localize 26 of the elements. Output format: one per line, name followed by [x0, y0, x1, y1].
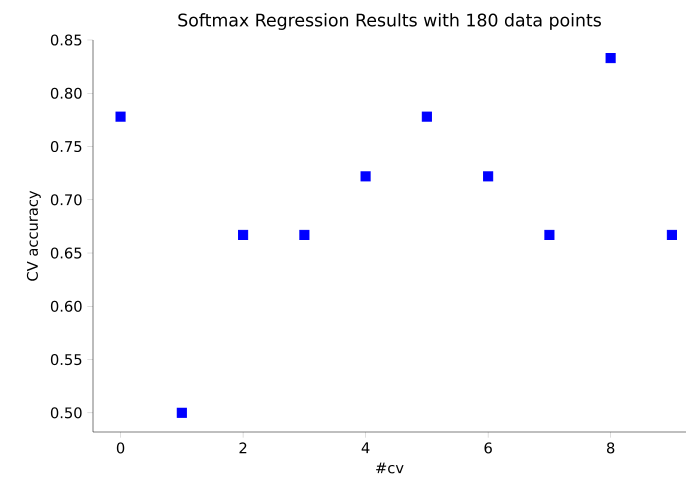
y-tick-label: 0.75: [50, 140, 82, 152]
point: [666, 230, 677, 240]
point: [176, 408, 187, 418]
point: [544, 230, 554, 240]
chart-title: Softmax Regression Results with 180 data points: [178, 13, 601, 30]
y-tick-label: 0.70: [50, 194, 82, 206]
x-tick-label: 0: [116, 442, 124, 454]
y-tick-label: 0.65: [50, 247, 82, 259]
point: [422, 112, 432, 122]
x-axis-title: #cv: [376, 462, 404, 474]
y-axis-title: CV accuracy: [26, 190, 41, 281]
y-tick-label: 0.60: [50, 300, 82, 312]
x-tick-label: 4: [362, 442, 370, 454]
y-tick-label: 0.55: [50, 354, 82, 366]
y-tick-label: 0.85: [50, 34, 82, 46]
point: [299, 230, 310, 240]
x-tick-label: 6: [484, 442, 492, 454]
y-tick-label: 0.80: [50, 88, 82, 99]
point: [483, 171, 494, 182]
point: [606, 53, 616, 64]
y-tick-label: 0.50: [50, 407, 82, 418]
x-tick-label: 2: [239, 442, 246, 454]
point: [360, 171, 371, 182]
point: [116, 112, 126, 122]
point: [238, 230, 248, 240]
x-tick-label: 8: [606, 442, 614, 454]
